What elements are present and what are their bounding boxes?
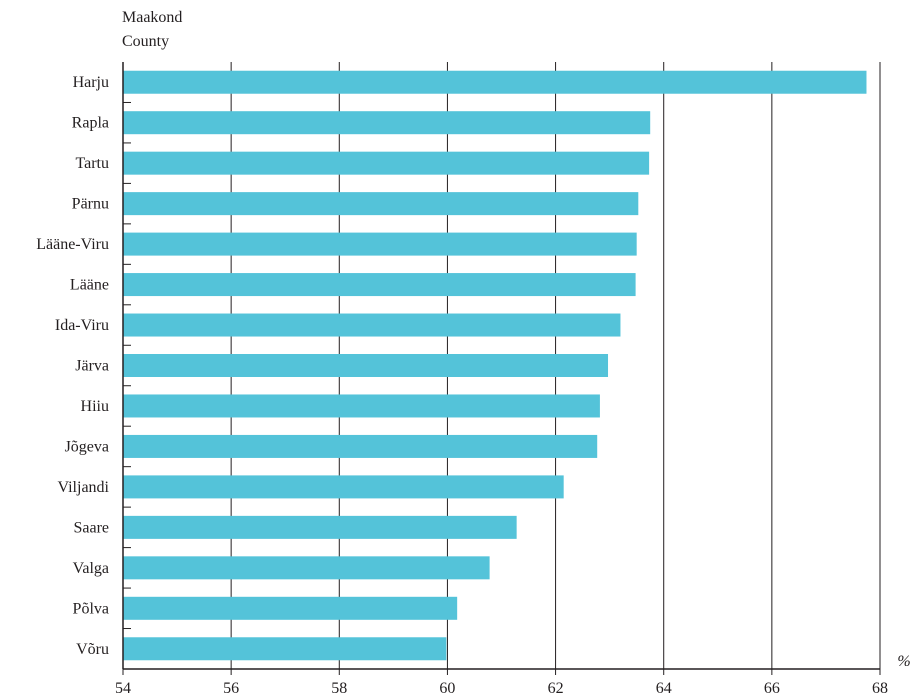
y-axis-title-line-1: Maakond [122,9,183,26]
category-labels: Harju Rapla Tartu Pärnu Lääne-Viru Lääne Ida-V… [36,74,109,658]
axes [122,62,881,675]
category-label-9: Jõgeva [65,438,109,455]
x-tick-label-66: 66 [764,680,780,697]
bar-7 [123,354,609,377]
category-label-13: Põlva [73,600,109,617]
bar-0 [123,70,867,94]
category-label-5: Lääne [70,277,109,294]
category-label-0: Harju [73,74,109,91]
bar-5 [123,273,636,297]
category-label-3: Pärnu [72,196,109,213]
bar-10 [123,475,564,499]
bar-4 [123,232,637,256]
bar-2 [123,151,650,175]
category-label-12: Valga [73,560,109,577]
bar-13 [123,596,458,620]
x-tick-label-68: 68 [872,680,888,697]
x-tick-label-58: 58 [331,680,347,697]
category-label-11: Saare [73,519,109,536]
category-label-10: Viljandi [58,479,110,496]
category-label-8: Hiiu [81,398,109,415]
bar-3 [123,192,639,216]
bar-1 [123,111,651,135]
x-tick-label-60: 60 [439,680,455,697]
x-tick-labels: 54 56 58 60 62 64 66 68% [115,653,911,697]
x-unit-label: % [897,653,910,670]
bar-12 [123,556,490,580]
bar-11 [123,515,517,539]
bar-9 [123,434,598,458]
category-label-14: Võru [76,641,109,658]
y-axis-title-line-2: County [122,33,170,50]
x-tick-label-62: 62 [548,680,564,697]
bars [123,70,867,661]
category-label-6: Ida-Viru [55,317,109,334]
category-label-7: Järva [75,358,109,375]
x-tick-label-56: 56 [223,680,239,697]
category-label-4: Lääne-Viru [36,236,109,253]
bar-6 [123,313,621,337]
x-tick-label-64: 64 [656,680,672,697]
bar-14 [123,637,447,661]
category-label-2: Tartu [75,155,109,172]
bar-8 [123,394,600,418]
x-tick-label-54: 54 [115,680,131,697]
category-label-1: Rapla [72,115,109,132]
